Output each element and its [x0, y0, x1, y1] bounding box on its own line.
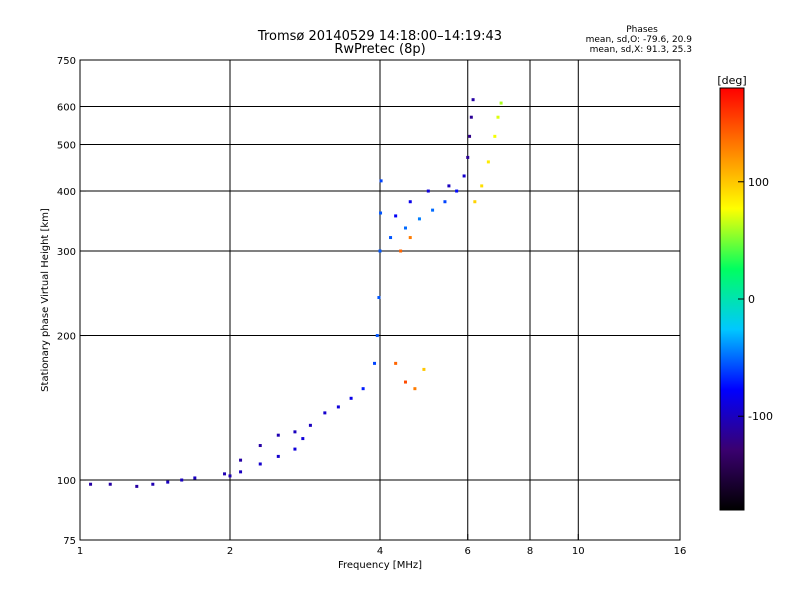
colorbar-ticks: 100 0 -100 [738, 176, 773, 423]
data-point [403, 380, 407, 384]
data-point [336, 405, 340, 409]
data-point [258, 462, 262, 466]
colorbar-label: [deg] [717, 74, 746, 87]
data-point [166, 480, 170, 484]
data-point [468, 134, 472, 138]
x-tick-label: 10 [572, 546, 585, 557]
x-tick-label: 16 [674, 546, 687, 557]
data-point [408, 200, 412, 204]
legend-title: Phases [626, 25, 658, 35]
data-point [379, 179, 383, 183]
data-point [349, 396, 353, 400]
data-point [493, 134, 497, 138]
data-point [323, 411, 327, 415]
data-point [443, 200, 447, 204]
y-tick-label: 75 [63, 536, 76, 547]
legend-line-o: mean, sd,O: -79.6, 20.9 [586, 35, 693, 45]
data-point [239, 458, 243, 462]
data-point [480, 184, 484, 188]
y-tick-label: 500 [57, 141, 76, 152]
data-point [462, 174, 466, 178]
data-point [151, 482, 155, 486]
y-tick-label: 600 [57, 103, 76, 114]
data-point [180, 478, 184, 482]
x-tick-label: 1 [77, 546, 83, 557]
data-point [193, 476, 197, 480]
data-point [228, 474, 232, 478]
data-point [408, 236, 412, 240]
data-point [422, 367, 426, 371]
legend-line-x: mean, sd,X: 91.3, 25.3 [590, 45, 692, 55]
chart-subtitle: RwPretec (8p) [334, 42, 425, 57]
data-point [223, 472, 227, 476]
x-tick-label: 8 [527, 546, 533, 557]
data-point [496, 115, 500, 119]
data-point [276, 433, 280, 437]
colorbar-tick-label: -100 [748, 410, 773, 423]
data-point [276, 454, 280, 458]
data-point [394, 361, 398, 365]
data-point [403, 226, 407, 230]
data-point [431, 208, 435, 212]
data-point [455, 189, 459, 193]
data-point [469, 115, 473, 119]
y-axis: 75 100 200 300 400 500 600 750 [57, 56, 86, 547]
data-point [308, 423, 312, 427]
data-point [447, 184, 451, 188]
data-point [471, 98, 475, 102]
data-point [413, 387, 417, 391]
x-tick-label: 6 [465, 546, 471, 557]
y-tick-label: 300 [57, 247, 76, 258]
data-point [379, 211, 383, 215]
data-point [361, 387, 365, 391]
colorbar-tick-label: 100 [748, 176, 769, 189]
data-point [301, 437, 305, 441]
data-point [417, 217, 421, 221]
colorbar-tick-label: 0 [748, 293, 755, 306]
chart-title: Tromsø 20140529 14:18:00–14:19:43 [257, 29, 502, 44]
data-point [89, 482, 93, 486]
data-point [135, 484, 139, 488]
x-axis: 1 2 4 6 8 10 16 [77, 534, 687, 557]
data-point [377, 296, 381, 300]
y-tick-label: 200 [57, 332, 76, 343]
data-points [89, 98, 503, 488]
data-point [473, 200, 477, 204]
data-point [486, 160, 490, 164]
data-point [293, 430, 297, 434]
data-point [239, 470, 243, 474]
data-point [258, 444, 262, 448]
x-tick-label: 4 [377, 546, 383, 557]
data-point [389, 236, 393, 240]
x-axis-label: Frequency [MHz] [338, 560, 422, 571]
data-point [378, 249, 382, 253]
data-point [399, 249, 403, 253]
data-point [499, 101, 503, 105]
data-point [108, 482, 112, 486]
data-point [293, 447, 297, 451]
y-tick-label: 100 [57, 476, 76, 487]
data-point [375, 334, 379, 338]
data-point [466, 155, 470, 159]
y-axis-label: Stationary phase Virtual Height [km] [40, 208, 51, 392]
x-tick-label: 2 [227, 546, 233, 557]
data-point [373, 361, 377, 365]
y-tick-label: 400 [57, 187, 76, 198]
data-point [394, 214, 398, 218]
y-tick-label: 750 [57, 56, 76, 67]
data-point [426, 189, 430, 193]
